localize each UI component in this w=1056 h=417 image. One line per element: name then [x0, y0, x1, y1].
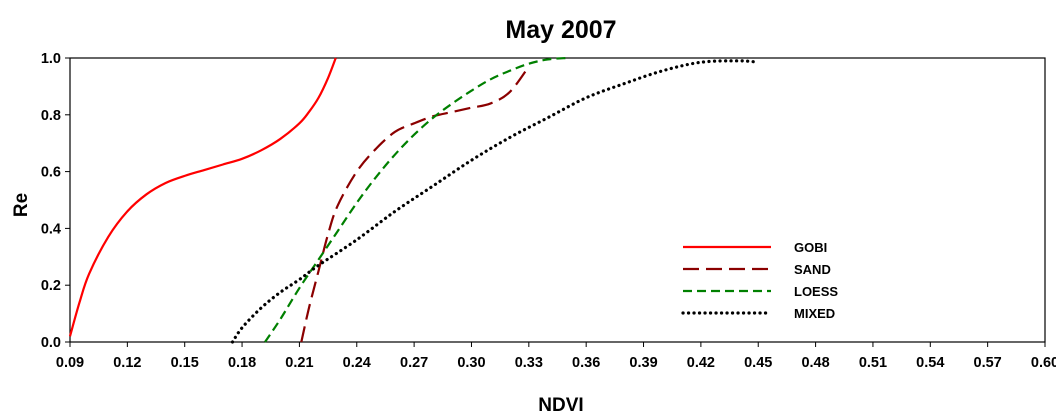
plot-frame	[69, 57, 1046, 343]
x-tick-label: 0.09	[56, 355, 84, 371]
series-line-sand	[300, 65, 530, 343]
x-tick-label: 0.51	[859, 355, 887, 371]
series-line-gobi	[68, 57, 337, 337]
legend-label-gobi: GOBI	[794, 240, 827, 255]
x-tick-label: 0.60	[1031, 355, 1056, 371]
x-tick-label: 0.39	[629, 355, 657, 371]
x-tick-label: 0.15	[171, 355, 199, 371]
y-tick-label: 0.2	[41, 278, 61, 294]
y-tick-label: 1.0	[41, 51, 61, 67]
x-tick-label: 0.21	[285, 355, 313, 371]
x-tick-label: 0.57	[974, 355, 1002, 371]
y-tick-label: 0.4	[41, 221, 61, 237]
x-tick-label: 0.33	[515, 355, 543, 371]
y-axis-label: Re	[11, 193, 32, 217]
y-tick-label: 0.0	[41, 335, 61, 351]
x-tick-label: 0.18	[228, 355, 256, 371]
x-tick-label: 0.45	[744, 355, 772, 371]
x-tick-label: 0.24	[343, 355, 371, 371]
x-tick-label: 0.42	[687, 355, 715, 371]
series-line-loess	[264, 56, 568, 343]
x-tick-label: 0.54	[916, 355, 944, 371]
x-tick-label: 0.27	[400, 355, 428, 371]
x-tick-label: 0.30	[457, 355, 485, 371]
series-line-mixed	[230, 59, 760, 344]
y-tick-label: 0.8	[41, 108, 61, 124]
legend-label-loess: LOESS	[794, 284, 838, 299]
chart-title: May 2007	[505, 16, 616, 44]
legend-label-mixed: MIXED	[794, 306, 835, 321]
legend-label-sand: SAND	[794, 262, 831, 277]
x-tick-label: 0.36	[572, 355, 600, 371]
x-axis-label: NDVI	[538, 395, 583, 416]
x-tick-label: 0.48	[801, 355, 829, 371]
x-tick-label: 0.12	[113, 355, 141, 371]
y-tick-label: 0.6	[41, 165, 61, 181]
